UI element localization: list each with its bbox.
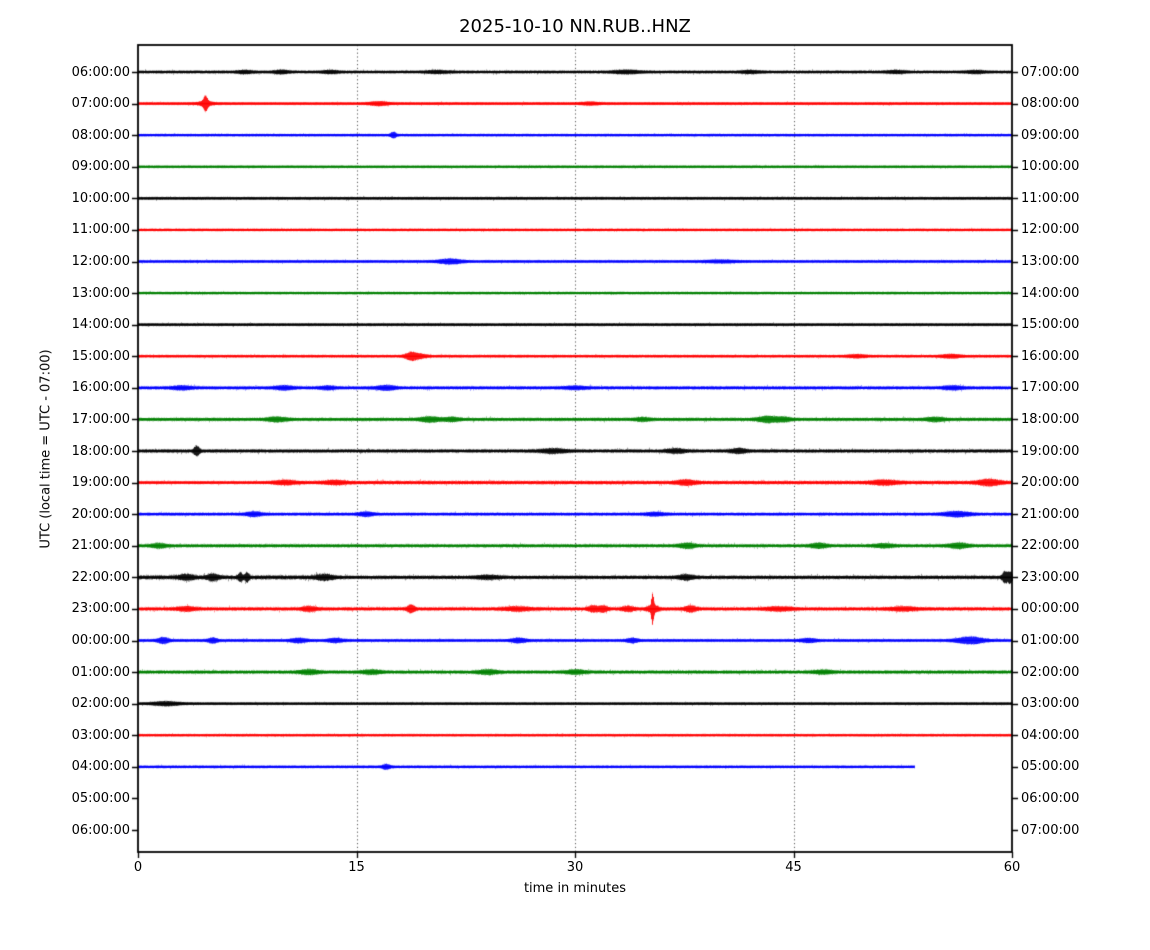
y-axis-label: UTC (local time = UTC - 07:00) [38, 349, 54, 549]
figure-title: 2025-10-10 NN.RUB..HNZ [459, 16, 691, 37]
x-axis-label: time in minutes [523, 881, 627, 896]
